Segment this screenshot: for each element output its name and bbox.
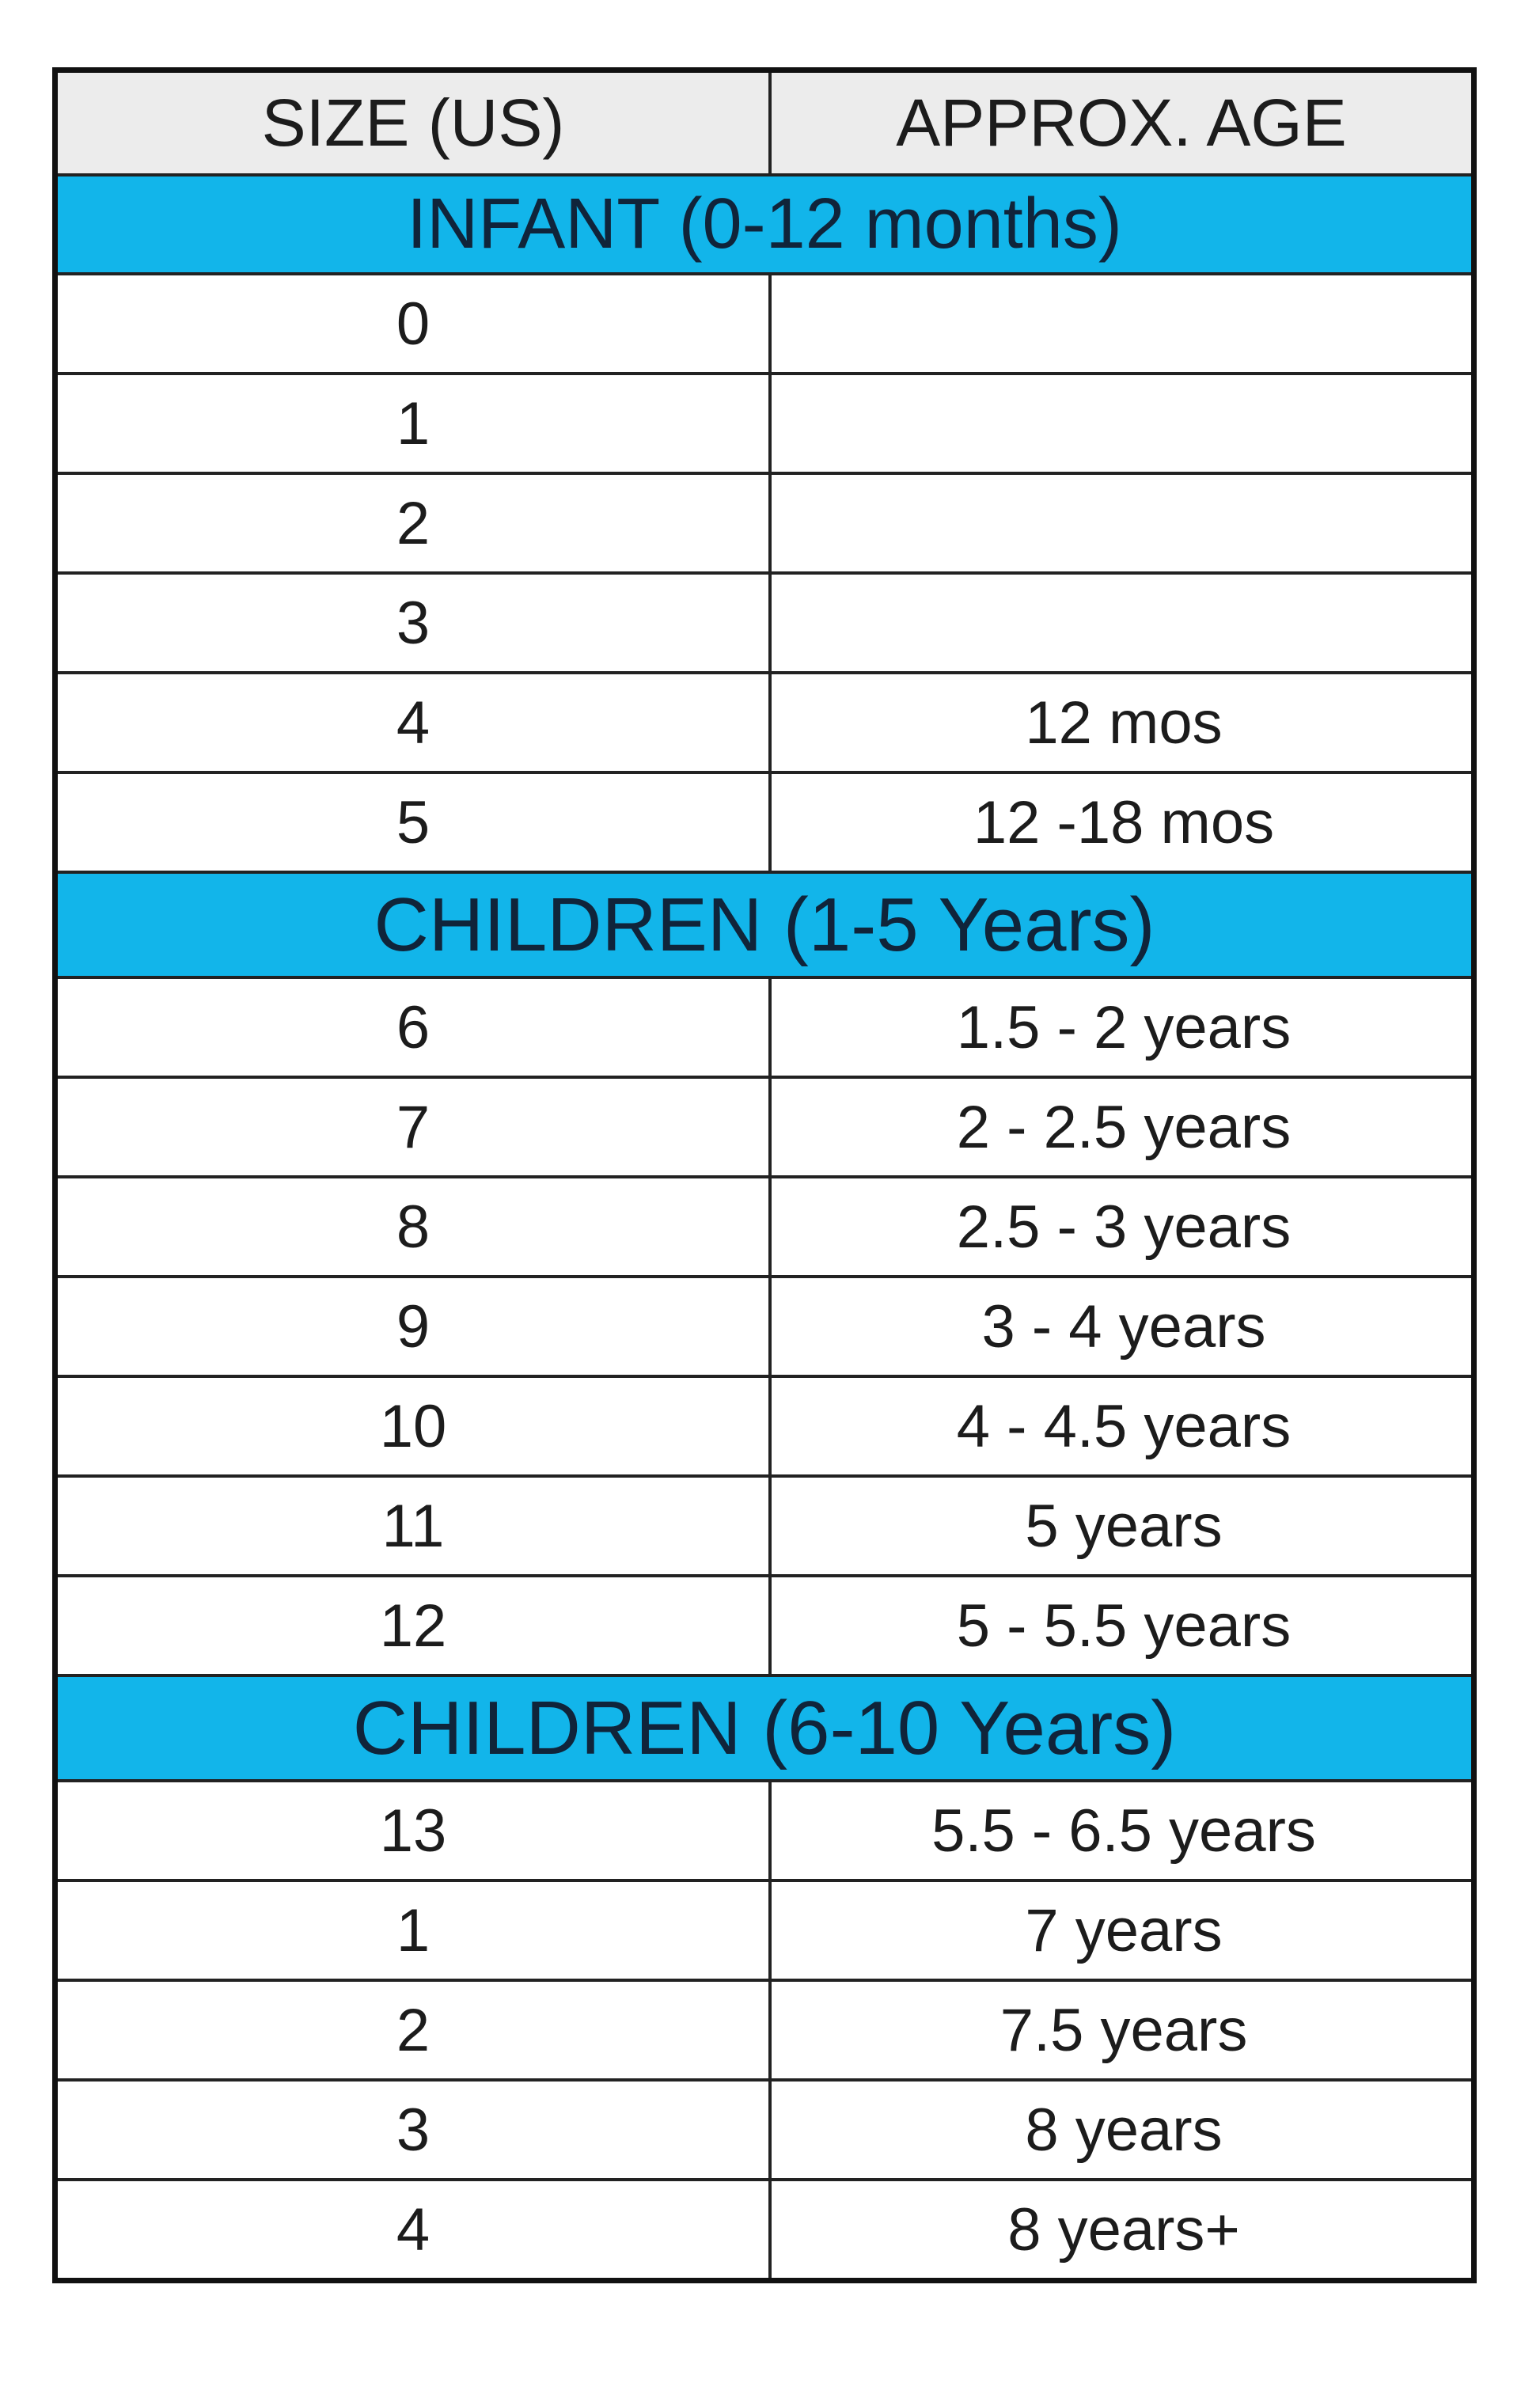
table-row: 11 5 years <box>53 1474 1476 1577</box>
size-cell: 11 <box>53 1474 772 1577</box>
section-title: CHILDREN (6-10 Years) <box>53 1674 1476 1782</box>
table-row: 13 5.5 - 6.5 years <box>53 1779 1476 1882</box>
age-cell: 1.5 - 2 years <box>768 976 1476 1079</box>
section-header-infant: INFANT (0-12 months) <box>53 173 1476 275</box>
table-row: 3 8 years <box>53 2078 1476 2181</box>
age-cell <box>768 372 1476 475</box>
table-row: 12 5 - 5.5 years <box>53 1574 1476 1677</box>
age-cell: 12 -18 mos <box>768 771 1476 874</box>
age-cell: 8 years <box>768 2078 1476 2181</box>
size-cell: 4 <box>53 671 772 774</box>
size-cell: 7 <box>53 1076 772 1178</box>
table-row: 9 3 - 4 years <box>53 1275 1476 1378</box>
age-cell: 7 years <box>768 1879 1476 1982</box>
size-cell: 6 <box>53 976 772 1079</box>
age-cell: 5 - 5.5 years <box>768 1574 1476 1677</box>
table-row: 5 12 -18 mos <box>53 771 1476 874</box>
table-row: 4 8 years+ <box>53 2178 1476 2283</box>
table-row: 4 12 mos <box>53 671 1476 774</box>
size-cell: 2 <box>53 472 772 575</box>
table-row: 2 7.5 years <box>53 1979 1476 2082</box>
age-cell <box>768 472 1476 575</box>
size-cell: 1 <box>53 1879 772 1982</box>
size-cell: 2 <box>53 1979 772 2082</box>
size-cell: 5 <box>53 771 772 874</box>
table-row: 8 2.5 - 3 years <box>53 1175 1476 1278</box>
size-cell: 1 <box>53 372 772 475</box>
table-row: 1 7 years <box>53 1879 1476 1982</box>
age-cell: 3 - 4 years <box>768 1275 1476 1378</box>
age-cell: 5.5 - 6.5 years <box>768 1779 1476 1882</box>
table-row: 7 2 - 2.5 years <box>53 1076 1476 1178</box>
size-cell: 13 <box>53 1779 772 1882</box>
size-cell: 12 <box>53 1574 772 1677</box>
size-cell: 3 <box>53 571 772 674</box>
age-cell <box>768 571 1476 674</box>
age-cell: 7.5 years <box>768 1979 1476 2082</box>
table-row: 10 4 - 4.5 years <box>53 1375 1476 1478</box>
age-cell: 8 years+ <box>768 2178 1476 2283</box>
header-size: SIZE (US) <box>53 68 772 176</box>
age-cell: 5 years <box>768 1474 1476 1577</box>
size-chart-table: SIZE (US) APPROX. AGE INFANT (0-12 month… <box>52 67 1477 2283</box>
header-approx-age: APPROX. AGE <box>768 68 1476 176</box>
size-cell: 8 <box>53 1175 772 1278</box>
age-cell: 2.5 - 3 years <box>768 1175 1476 1278</box>
age-cell: 2 - 2.5 years <box>768 1076 1476 1178</box>
table-row: 3 <box>53 571 1476 674</box>
size-cell: 9 <box>53 1275 772 1378</box>
size-cell: 3 <box>53 2078 772 2181</box>
section-title: INFANT (0-12 months) <box>53 173 1476 275</box>
section-header-children-1-5: CHILDREN (1-5 Years) <box>53 871 1476 979</box>
table-header-row: SIZE (US) APPROX. AGE <box>53 68 1476 176</box>
table-row: 2 <box>53 472 1476 575</box>
size-cell: 4 <box>53 2178 772 2283</box>
section-title: CHILDREN (1-5 Years) <box>53 871 1476 979</box>
size-cell: 0 <box>53 272 772 375</box>
section-header-children-6-10: CHILDREN (6-10 Years) <box>53 1674 1476 1782</box>
table-row: 6 1.5 - 2 years <box>53 976 1476 1079</box>
age-cell: 4 - 4.5 years <box>768 1375 1476 1478</box>
age-cell: 12 mos <box>768 671 1476 774</box>
age-cell <box>768 272 1476 375</box>
table-row: 0 <box>53 272 1476 375</box>
table-row: 1 <box>53 372 1476 475</box>
size-cell: 10 <box>53 1375 772 1478</box>
